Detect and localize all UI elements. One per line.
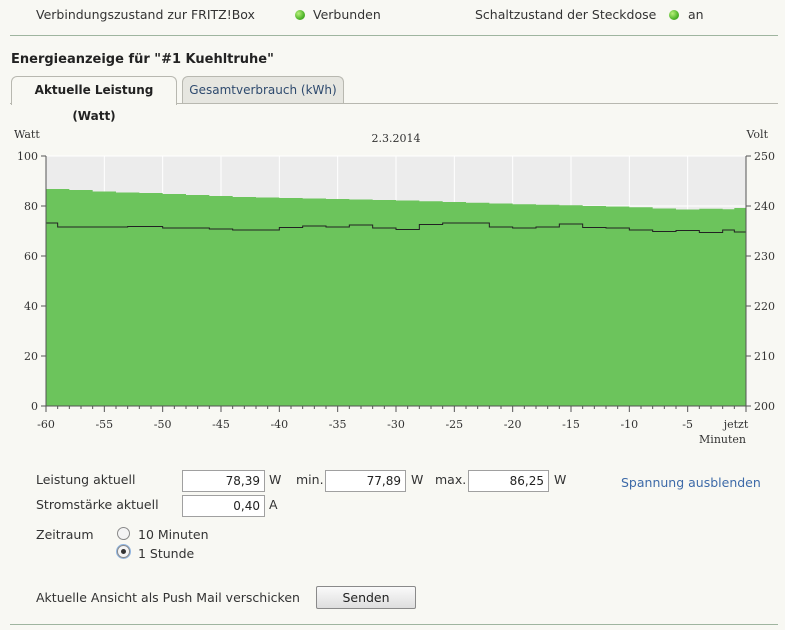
x-tick-label: -15 (562, 418, 580, 431)
left-tick-label: 100 (17, 150, 38, 163)
connection-led-icon (295, 10, 305, 20)
radio-10-minutes[interactable] (117, 527, 130, 540)
current-value-field: 0,40 (182, 495, 265, 517)
radio-1-hour-label[interactable]: 1 Stunde (138, 546, 195, 561)
max-unit: W (554, 472, 567, 487)
x-tick-label: -20 (504, 418, 522, 431)
current-unit: A (269, 497, 278, 512)
x-tick-label: -30 (387, 418, 405, 431)
radio-10-minutes-label[interactable]: 10 Minuten (138, 527, 209, 542)
power-value-field: 78,39 (182, 470, 265, 492)
y-axis-label-left: Watt (14, 128, 40, 141)
max-value-field: 86,25 (468, 470, 549, 492)
push-mail-label: Aktuelle Ansicht als Push Mail verschick… (36, 590, 300, 605)
x-tick-label: -50 (154, 418, 172, 431)
left-tick-label: 60 (24, 250, 38, 263)
switch-led-icon (669, 10, 679, 20)
x-tick-label: -55 (95, 418, 113, 431)
power-area-series (46, 189, 746, 406)
tab-current-power[interactable]: Aktuelle Leistung (Watt) (11, 76, 177, 123)
tab-total-consumption[interactable]: Gesamtverbrauch (kWh) (182, 76, 344, 104)
x-tick-label: -5 (682, 418, 693, 431)
send-button[interactable]: Senden (316, 586, 416, 609)
right-tick-label: 230 (754, 250, 775, 263)
toggle-voltage-link[interactable]: Spannung ausblenden (621, 475, 761, 490)
connection-value: Verbunden (313, 7, 381, 22)
right-tick-label: 200 (754, 400, 775, 413)
tab-underline (10, 103, 778, 104)
switch-label: Schaltzustand der Steckdose (475, 7, 657, 22)
max-label: max. (435, 472, 467, 487)
min-value-field: 77,89 (325, 470, 406, 492)
voltage-line-series (46, 222, 747, 233)
divider-top (10, 35, 778, 36)
power-chart: 0 20 40 60 80 100 200 210 220 230 240 250 -60 -55 -50 -… (14, 128, 775, 446)
x-tick-label: -60 (37, 418, 55, 431)
period-label: Zeitraum (36, 527, 94, 542)
connection-label: Verbindungszustand zur FRITZ!Box (36, 7, 255, 22)
left-tick-label: 0 (31, 400, 38, 413)
x-tick-label: -10 (620, 418, 638, 431)
x-tick-label: -45 (212, 418, 230, 431)
section-title: Energieanzeige für "#1 Kuehltruhe" (11, 52, 274, 67)
chart-title: 2.3.2014 (372, 132, 421, 145)
current-label: Stromstärke aktuell (36, 497, 159, 512)
switch-value: an (688, 7, 704, 22)
x-tick-label: -35 (329, 418, 347, 431)
x-tick-label: -25 (445, 418, 463, 431)
power-label: Leistung aktuell (36, 472, 136, 487)
right-tick-label: 250 (754, 150, 775, 163)
min-label: min. (296, 472, 324, 487)
left-tick-label: 80 (24, 200, 38, 213)
right-tick-label: 220 (754, 300, 775, 313)
x-tick-label: -40 (270, 418, 288, 431)
divider-bottom (10, 624, 778, 625)
left-tick-label: 40 (24, 300, 38, 313)
y-axis-label-right: Volt (746, 128, 769, 141)
power-unit: W (269, 472, 282, 487)
x-axis-label: Minuten (699, 433, 746, 446)
x-tick-label: jetzt (722, 418, 749, 431)
right-tick-label: 240 (754, 200, 775, 213)
left-tick-label: 20 (24, 350, 38, 363)
min-unit: W (411, 472, 424, 487)
right-tick-label: 210 (754, 350, 775, 363)
radio-1-hour[interactable] (117, 545, 130, 558)
